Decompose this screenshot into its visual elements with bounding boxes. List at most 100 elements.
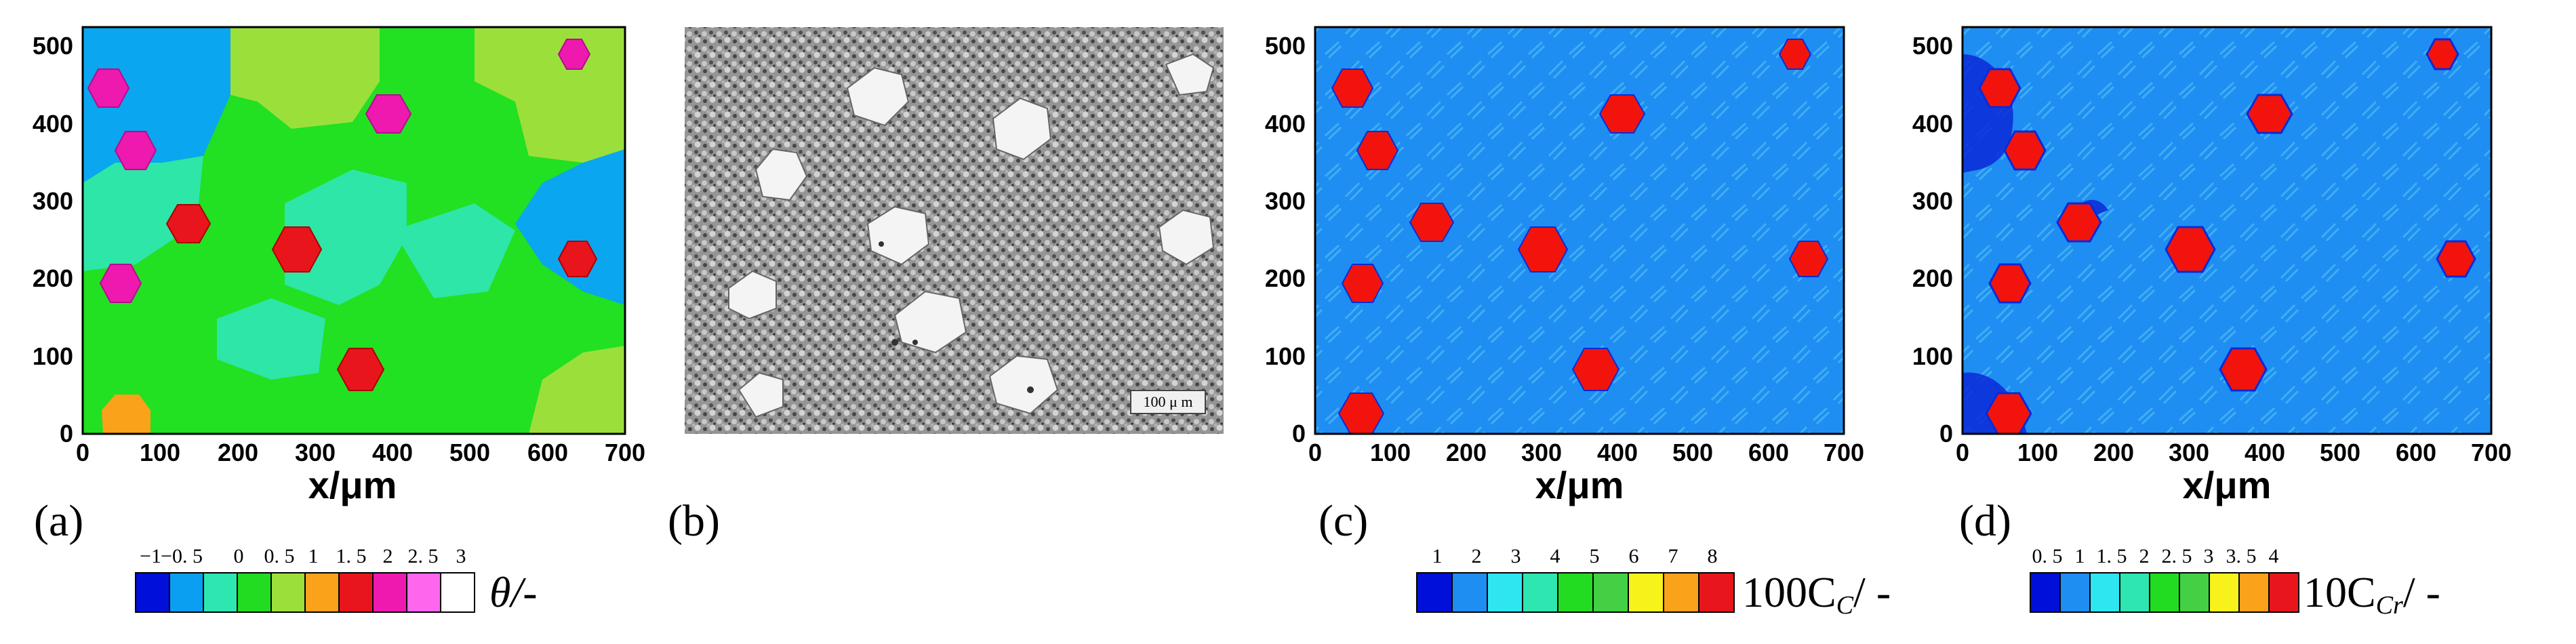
panel-b: 100 μ m (b) <box>668 27 1224 546</box>
panel-letter: (c) <box>1319 496 1368 546</box>
colorbar-swatch <box>2119 572 2150 613</box>
y-tick-label: 500 <box>1265 32 1306 60</box>
panel-a: 0 100 200 300 400 500 600 700 0 100 200 … <box>33 26 645 616</box>
x-tick-label: 700 <box>605 439 645 466</box>
panel-letter: (a) <box>34 496 83 546</box>
x-tick-label: 0 <box>1956 439 1969 466</box>
colorbar-tick: 6 <box>1629 545 1639 567</box>
x-tick-label: 200 <box>218 439 258 466</box>
colorbar-tick: 1 <box>308 545 319 567</box>
x-axis-label: x/μm <box>1535 464 1624 506</box>
colorbar-swatch <box>135 572 170 613</box>
x-ticks: 0 100 200 300 400 500 600 700 <box>76 439 645 466</box>
chromium-map <box>1963 27 2491 434</box>
y-ticks: 0 100 200 300 400 500 <box>1265 32 1306 447</box>
colorbar-swatch <box>1698 572 1735 613</box>
colorbar-swatch <box>1416 572 1453 613</box>
colorbar-swatch <box>1451 572 1488 613</box>
x-ticks: 0 100 200 300 400 500 600 700 <box>1308 439 1864 466</box>
y-tick-label: 400 <box>1265 110 1306 138</box>
colorbar-tick: 2 <box>383 545 393 567</box>
y-tick-label: 300 <box>1265 187 1306 215</box>
x-tick-label: 300 <box>1521 439 1562 466</box>
x-tick-label: 400 <box>2245 439 2285 466</box>
y-tick-label: 400 <box>1912 110 1953 138</box>
phase-field-map <box>83 27 625 434</box>
carbon-map <box>1315 27 1844 434</box>
colorbar-swatch <box>2030 572 2061 613</box>
y-tick-label: 400 <box>33 110 73 138</box>
scale-bar: 100 μ m <box>1130 390 1206 414</box>
colorbar-swatch <box>1487 572 1523 613</box>
y-tick-label: 100 <box>33 342 73 370</box>
colorbar-legend: −1 −0. 5 0 0. 5 1 1. 5 2 2. 5 3 θ/- <box>135 545 538 616</box>
x-tick-label: 500 <box>2320 439 2360 466</box>
colorbar-tick: 3 <box>456 545 466 567</box>
x-tick-label: 100 <box>140 439 180 466</box>
colorbar-ticks: −1 −0. 5 0 0. 5 1 1. 5 2 2. 5 3 <box>140 545 466 567</box>
colorbar-swatches <box>135 572 475 613</box>
colorbar-quantity: 10CCr/ - <box>2303 568 2440 620</box>
colorbar-swatch <box>2209 572 2240 613</box>
colorbar-swatch <box>1522 572 1558 613</box>
colorbar-tick: 1. 5 <box>336 545 367 567</box>
panel-letter: (d) <box>1959 496 2011 546</box>
colorbar-legend: 0. 5 1 1. 5 2 2. 5 3 3. 5 4 10CCr/ - <box>2030 545 2440 620</box>
colorbar-tick: 7 <box>1668 545 1678 567</box>
x-tick-label: 300 <box>295 439 336 466</box>
colorbar-swatch <box>2179 572 2210 613</box>
x-tick-label: 400 <box>1597 439 1638 466</box>
colorbar-swatch <box>440 572 475 613</box>
colorbar-swatches <box>1416 572 1735 613</box>
x-ticks: 0 100 200 300 400 500 600 700 <box>1956 439 2512 466</box>
colorbar-tick: 3 <box>2204 545 2214 567</box>
y-tick-label: 100 <box>1912 342 1953 370</box>
colorbar-swatch <box>1628 572 1664 613</box>
x-tick-label: 300 <box>2169 439 2209 466</box>
micrograph-image: 100 μ m <box>685 27 1224 434</box>
y-ticks: 0 100 200 300 400 500 <box>1912 32 1953 447</box>
colorbar-tick: 4 <box>2269 545 2279 567</box>
y-tick-label: 0 <box>1939 420 1953 447</box>
colorbar-tick: 4 <box>1550 545 1561 567</box>
colorbar-ticks: 1 2 3 4 5 6 7 8 <box>1432 545 1718 567</box>
y-tick-label: 200 <box>33 264 73 292</box>
x-tick-label: 500 <box>1672 439 1713 466</box>
plot-frame <box>81 26 626 435</box>
x-tick-label: 200 <box>2093 439 2134 466</box>
colorbar-swatch <box>2089 572 2120 613</box>
y-tick-label: 200 <box>1265 264 1306 292</box>
x-tick-label: 400 <box>372 439 413 466</box>
colorbar-swatches <box>2030 572 2299 613</box>
panel-c: 0 100 200 300 400 500 600 700 0 100 200 … <box>1265 26 1891 620</box>
x-tick-label: 600 <box>1748 439 1789 466</box>
colorbar-quantity: θ/- <box>489 568 538 616</box>
colorbar-swatch <box>406 572 441 613</box>
y-tick-label: 500 <box>1912 32 1953 60</box>
colorbar-swatch <box>169 572 204 613</box>
plot-frame <box>1961 26 2493 435</box>
colorbar-tick: 5 <box>1590 545 1600 567</box>
hex-grains <box>1978 38 2476 434</box>
colorbar-tick: 2. 5 <box>408 545 439 567</box>
colorbar-swatch <box>372 572 407 613</box>
x-tick-label: 100 <box>1370 439 1411 466</box>
hex-grains <box>1331 39 1829 434</box>
colorbar-tick: 0. 5 <box>2032 545 2063 567</box>
colorbar-tick: 1 <box>2075 545 2085 567</box>
colorbar-swatch <box>2149 572 2180 613</box>
y-tick-label: 500 <box>33 32 73 60</box>
colorbar-swatch <box>1557 572 1594 613</box>
colorbar-tick: 1 <box>1432 545 1443 567</box>
x-tick-label: 200 <box>1446 439 1487 466</box>
colorbar-tick: 8 <box>1708 545 1718 567</box>
panel-letter: (b) <box>668 496 720 546</box>
colorbar-swatch <box>2059 572 2091 613</box>
colorbar-swatch <box>1592 572 1629 613</box>
colorbar-tick: 0 <box>234 545 244 567</box>
x-tick-label: 600 <box>2396 439 2436 466</box>
panel-d: 0 100 200 300 400 500 600 700 0 100 200 … <box>1912 26 2512 620</box>
y-tick-label: 300 <box>1912 187 1953 215</box>
x-tick-label: 500 <box>449 439 490 466</box>
